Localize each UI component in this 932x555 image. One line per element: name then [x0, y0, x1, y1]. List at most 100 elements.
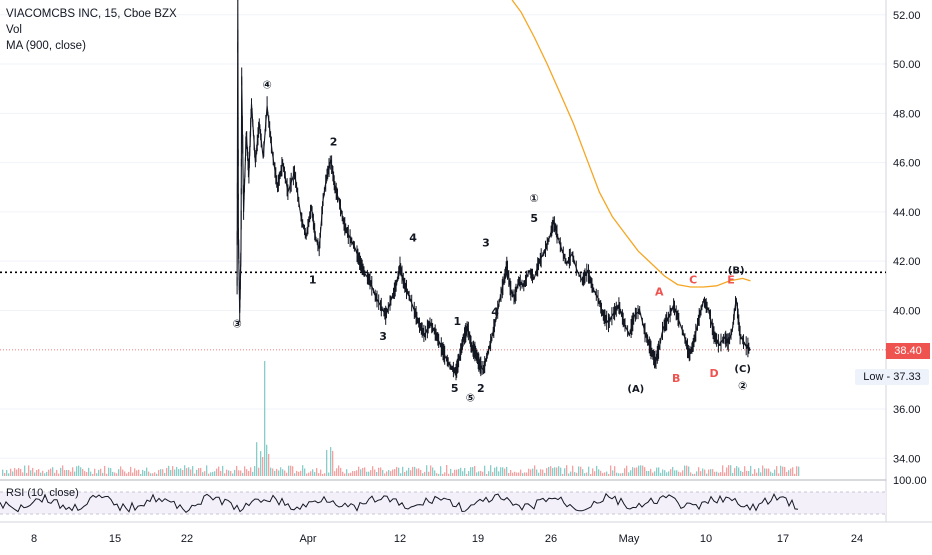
volume-bar [706, 473, 708, 476]
x-tick-label: 10 [700, 533, 712, 545]
wave-annotation: (C) [734, 364, 750, 375]
volume-bar [46, 471, 48, 476]
volume-bar [300, 470, 302, 476]
volume-bar [728, 465, 730, 476]
volume-bar [762, 465, 764, 476]
volume-bar [686, 465, 688, 476]
volume-bar [656, 467, 658, 476]
volume-bar [464, 468, 466, 476]
volume-bar [500, 467, 502, 476]
volume-bar [504, 468, 506, 476]
volume-bar [32, 467, 34, 476]
volume-bar [336, 468, 338, 476]
y-tick-label: 48.00 [893, 108, 921, 120]
volume-bar [610, 465, 612, 476]
volume-bar [256, 442, 258, 476]
volume-label[interactable]: Vol [6, 24, 22, 36]
volume-bar [330, 447, 332, 476]
volume-bar [50, 468, 52, 476]
wave-annotation: 3 [482, 236, 490, 249]
volume-bar [514, 471, 516, 476]
wave-annotation: ③ [232, 318, 241, 331]
volume-bar [164, 472, 166, 476]
volume-bar [40, 472, 42, 476]
volume-bar [346, 469, 348, 476]
rsi-label[interactable]: RSI (10, close) [6, 487, 79, 499]
volume-bar [502, 467, 504, 476]
volume-bar [84, 471, 86, 476]
volume-bar [168, 465, 170, 476]
volume-bar [542, 469, 544, 476]
volume-bar [218, 466, 220, 476]
volume-bar [118, 469, 120, 476]
volume-bar [770, 471, 772, 476]
x-tick-label: May [619, 533, 640, 545]
volume-bar [22, 472, 24, 476]
volume-bar [114, 472, 116, 476]
volume-bar [410, 470, 412, 476]
volume-bar [748, 471, 750, 476]
volume-bar [58, 473, 60, 476]
volume-bar [248, 470, 250, 476]
volume-bar [736, 466, 738, 476]
volume-bar [742, 471, 744, 476]
volume-bar [620, 473, 622, 476]
volume-bar [744, 466, 746, 476]
volume-bar [294, 473, 296, 476]
volume-bar [708, 469, 710, 476]
volume-bar [644, 467, 646, 476]
volume-bar [430, 465, 432, 476]
volume-bar [520, 469, 522, 476]
volume-bar [490, 465, 492, 476]
volume-bar [42, 470, 44, 476]
volume-bar [622, 472, 624, 476]
wave-annotation: B [672, 372, 680, 385]
volume-bar [546, 468, 548, 476]
volume-bar [292, 466, 294, 476]
volume-bar [302, 465, 304, 476]
volume-bar [488, 471, 490, 476]
volume-bar [16, 469, 18, 476]
volume-bar [506, 466, 508, 476]
y-tick-label: 40.00 [893, 305, 921, 317]
volume-bar [270, 467, 272, 476]
volume-bar [482, 471, 484, 476]
volume-bar [696, 471, 698, 476]
volume-bar [60, 467, 62, 476]
volume-bar [442, 473, 444, 476]
volume-bar [66, 470, 68, 476]
volume-bar [368, 471, 370, 476]
volume-bar [456, 469, 458, 476]
symbol-title[interactable]: VIACOMCBS INC, 15, Cboe BZX [6, 8, 177, 20]
volume-bar [254, 466, 256, 476]
volume-bar [444, 472, 446, 476]
volume-bar [106, 473, 108, 476]
volume-bar [634, 467, 636, 476]
volume-bar [676, 470, 678, 476]
volume-bar [364, 467, 366, 476]
volume-bar [4, 472, 6, 476]
ma-label[interactable]: MA (900, close) [6, 40, 86, 52]
x-tick-label: Apr [299, 533, 316, 545]
volume-bar [786, 471, 788, 476]
volume-bar [666, 472, 668, 476]
volume-bar [200, 467, 202, 476]
volume-bar [44, 473, 46, 476]
volume-bar [594, 471, 596, 476]
volume-bar [492, 472, 494, 476]
volume-bar [660, 472, 662, 476]
volume-bar [212, 471, 214, 476]
volume-bar [772, 472, 774, 476]
volume-bar [268, 453, 270, 476]
volume-bar [190, 469, 192, 476]
volume-bar [282, 469, 284, 476]
volume-bar [208, 473, 210, 476]
volume-bar [446, 465, 448, 476]
volume-bar [462, 471, 464, 476]
wave-annotation: A [655, 286, 664, 299]
volume-bar [2, 469, 4, 476]
volume-bar [96, 473, 98, 476]
volume-bar [232, 473, 234, 476]
